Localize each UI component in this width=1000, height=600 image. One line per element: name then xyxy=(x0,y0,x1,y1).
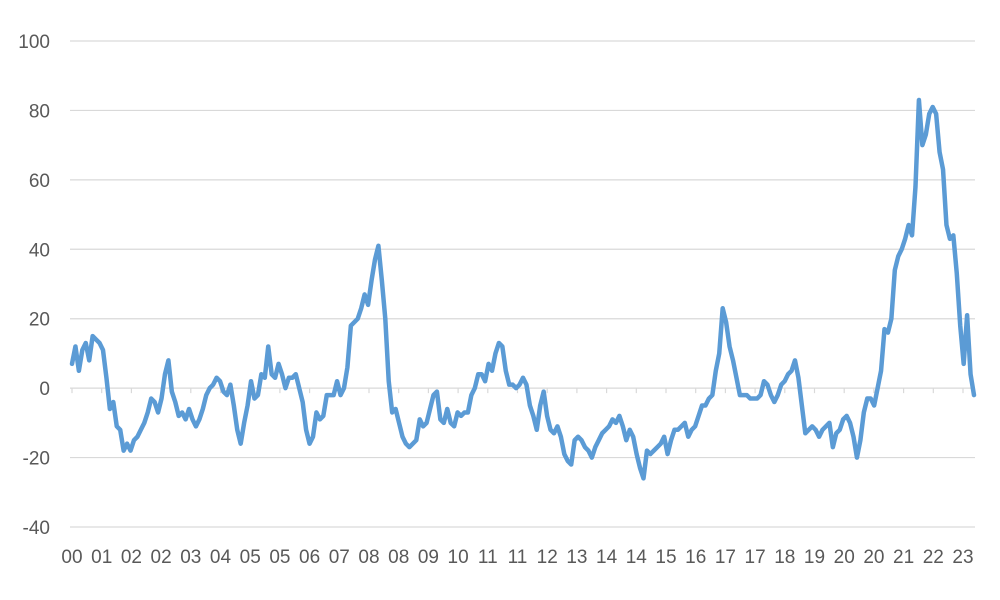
y-axis-tick-labels: 100 80 60 40 20 0 -20 -40 xyxy=(18,32,50,539)
x-tick-label: 18 xyxy=(774,547,795,568)
x-tick-label: 17 xyxy=(715,547,736,568)
x-tick-label: 19 xyxy=(804,547,825,568)
x-tick-label: 13 xyxy=(566,547,587,568)
x-tick-label: 00 xyxy=(61,547,82,568)
y-tick-label: -40 xyxy=(23,518,50,539)
x-tick-label: 07 xyxy=(329,547,350,568)
y-tick-label: 80 xyxy=(29,101,50,122)
x-tick-label: 05 xyxy=(240,547,261,568)
x-tick-label: 03 xyxy=(180,547,201,568)
x-tick-label: 10 xyxy=(448,547,469,568)
y-tick-label: 20 xyxy=(29,310,50,331)
x-tick-label: 14 xyxy=(596,547,618,568)
series-line-0 xyxy=(69,97,977,481)
x-axis-tick-labels: 00 01 02 02 03 04 05 05 06 07 08 08 09 10 11 11 12 13 14 14… xyxy=(61,547,973,568)
y-tick-label: 40 xyxy=(29,240,50,261)
x-tick-label: 06 xyxy=(299,547,320,568)
x-tick-label: 01 xyxy=(91,547,112,568)
x-tick-label: 02 xyxy=(121,547,142,568)
x-tick-label: 17 xyxy=(745,547,766,568)
y-tick-label: 100 xyxy=(18,32,50,53)
x-tick-label: 09 xyxy=(418,547,439,568)
x-tick-label: 15 xyxy=(655,547,676,568)
x-tick-label: 11 xyxy=(478,547,498,568)
x-tick-label: 20 xyxy=(834,547,855,568)
x-tick-label: 11 xyxy=(508,547,528,568)
x-tick-label: 02 xyxy=(151,547,172,568)
x-tick-label: 16 xyxy=(685,547,706,568)
x-tick-label: 21 xyxy=(893,547,914,568)
x-tick-label: 14 xyxy=(626,547,648,568)
y-tick-label: -20 xyxy=(23,449,50,470)
x-tick-label: 08 xyxy=(358,547,379,568)
x-tick-label: 12 xyxy=(537,547,558,568)
x-tick-label: 05 xyxy=(269,547,290,568)
x-tick-label: 04 xyxy=(210,547,232,568)
gridlines xyxy=(70,40,975,528)
y-tick-label: 0 xyxy=(39,379,50,400)
x-tick-label: 22 xyxy=(923,547,944,568)
series-layer xyxy=(69,97,977,481)
x-tick-label: 20 xyxy=(863,547,884,568)
x-tick-label: 23 xyxy=(952,547,973,568)
x-tick-label: 08 xyxy=(388,547,409,568)
y-tick-label: 60 xyxy=(29,171,50,192)
